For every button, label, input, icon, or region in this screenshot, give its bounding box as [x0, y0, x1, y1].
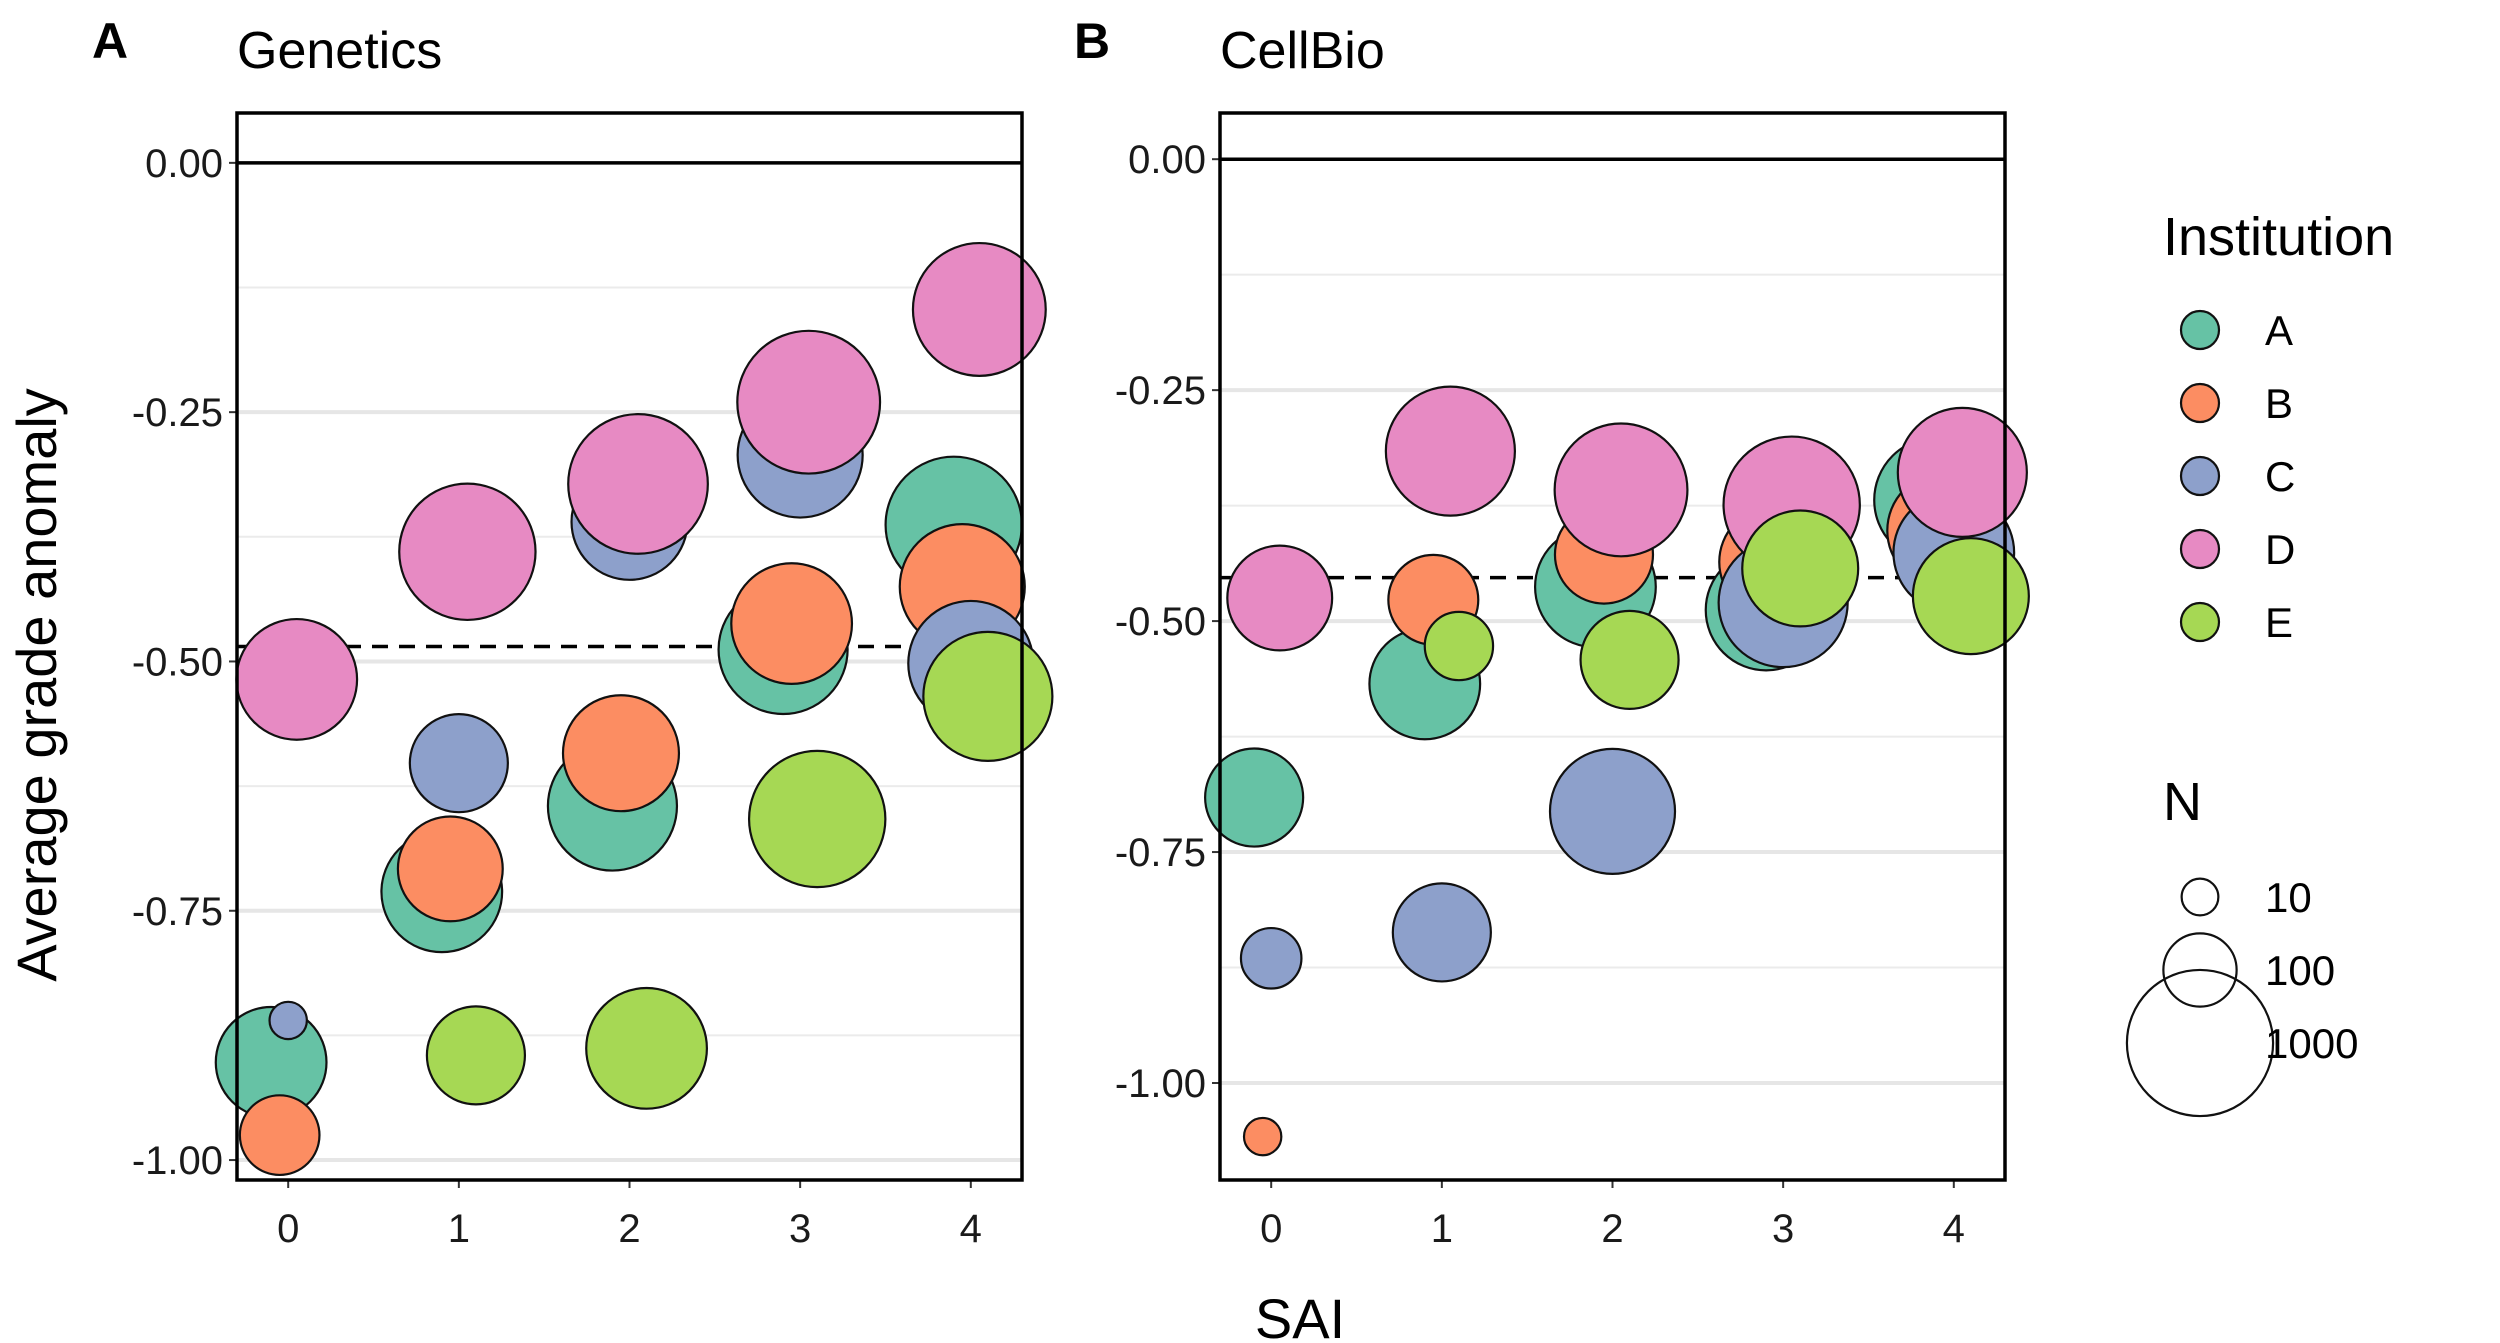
- x-tick-label: 1: [1431, 1207, 1453, 1251]
- legend-size-label: 10: [2265, 874, 2312, 921]
- data-point-c: [268, 1000, 308, 1041]
- legend-label: E: [2265, 599, 2293, 646]
- panel-b-cellbio: B CellBio 0.00 -0.25 -0.50 -0.75 -1.00 0 1 2 3 4: [1074, 13, 2030, 1251]
- y-tick-label: -0.75: [132, 890, 223, 934]
- data-point-e: [1579, 609, 1680, 711]
- legend-swatch-a: [2179, 309, 2221, 351]
- legend-label: A: [2265, 307, 2293, 354]
- data-point-d: [398, 482, 537, 622]
- y-tick-label: -0.25: [132, 391, 223, 435]
- data-point-e: [425, 1005, 527, 1106]
- data-point-b: [730, 562, 854, 686]
- data-point-d: [736, 329, 882, 475]
- data-point-b: [396, 815, 504, 923]
- data-point-a: [1204, 747, 1305, 848]
- legend-label: B: [2265, 380, 2293, 427]
- legend-swatch-d: [2179, 528, 2221, 570]
- data-point-e: [1741, 509, 1860, 628]
- y-tick-label: -0.50: [132, 640, 223, 684]
- panel-a-genetics: A Genetics 0.00 -0.25 -0.50 -0.75 -1.00 0 1 2 3 4: [92, 13, 1054, 1251]
- data-point-e: [922, 630, 1054, 762]
- legend-label: C: [2265, 453, 2295, 500]
- data-point-d: [567, 413, 709, 555]
- data-point-d: [911, 241, 1047, 377]
- data-point-e: [1911, 537, 2030, 656]
- panel-title: Genetics: [237, 22, 442, 80]
- data-point-e: [747, 749, 887, 889]
- data-point-c: [1391, 882, 1492, 983]
- legend-size-circle: [2180, 877, 2220, 917]
- y-tick-label: -0.50: [1115, 600, 1206, 644]
- panel-title: CellBio: [1220, 22, 1385, 80]
- y-tick-label: -1.00: [132, 1139, 223, 1183]
- x-tick-label: 1: [448, 1207, 470, 1251]
- data-point-b: [238, 1094, 321, 1177]
- x-tick-label: 2: [1601, 1207, 1623, 1251]
- legend-swatch-c: [2179, 455, 2221, 497]
- legend-swatch-e: [2179, 601, 2221, 643]
- y-tick-label: 0.00: [145, 142, 223, 186]
- data-point-c: [1548, 747, 1677, 876]
- data-point-d: [1226, 544, 1334, 652]
- y-tick-label: -0.25: [1115, 369, 1206, 413]
- y-tick-label: -0.75: [1115, 831, 1206, 875]
- x-axis-label: SAI: [1255, 1287, 1345, 1343]
- x-tick-label: 3: [1772, 1207, 1794, 1251]
- x-tick-label: 4: [960, 1207, 982, 1251]
- data-point-d: [1896, 406, 2028, 538]
- panel-letter: B: [1074, 13, 1110, 69]
- data-point-b: [1242, 1116, 1283, 1157]
- legend-size-label: 100: [2265, 947, 2335, 994]
- data-point-e: [1423, 610, 1495, 682]
- legend-swatch-b: [2179, 382, 2221, 424]
- x-tick-label: 4: [1943, 1207, 1965, 1251]
- panel-border: [1218, 111, 2007, 1182]
- x-tick-label: 0: [1260, 1207, 1282, 1251]
- legend-color-title: Institution: [2163, 207, 2394, 267]
- y-axis-label: Average grade anomaly: [5, 388, 68, 982]
- x-tick-label: 0: [277, 1207, 299, 1251]
- legend-size-entries: 10 100 1000: [2125, 874, 2358, 1118]
- data-point-d: [235, 617, 359, 741]
- data-point-c: [408, 713, 509, 814]
- legend-label: D: [2265, 526, 2295, 573]
- x-tick-label: 3: [789, 1207, 811, 1251]
- legend-size-title: N: [2163, 772, 2202, 832]
- data-point-d: [1553, 422, 1689, 558]
- y-tick-label: 0.00: [1128, 138, 1206, 182]
- panel-border: [235, 111, 1024, 1182]
- data-point-e: [585, 986, 709, 1110]
- legend-size-circle: [2125, 968, 2275, 1118]
- legend-size-circle: [2162, 932, 2238, 1008]
- panel-letter: A: [92, 13, 128, 69]
- data-point-d: [1384, 385, 1516, 517]
- y-tick-label: -1.00: [1115, 1062, 1206, 1106]
- x-tick-label: 2: [618, 1207, 640, 1251]
- data-point-c: [1239, 926, 1303, 990]
- data-point-b: [561, 694, 681, 813]
- legend-size-label: 1000: [2265, 1020, 2358, 1067]
